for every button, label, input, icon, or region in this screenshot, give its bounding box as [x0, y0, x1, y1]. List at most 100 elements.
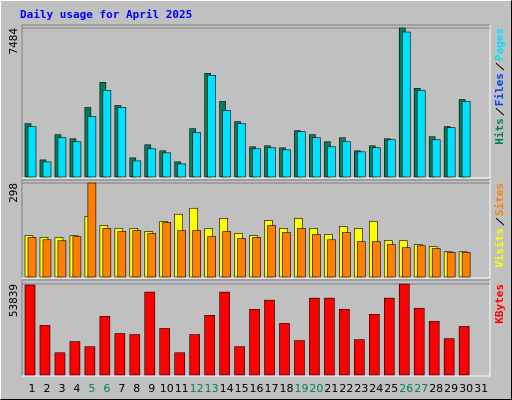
bar — [177, 230, 186, 278]
x-tick-label: 6 — [103, 382, 110, 395]
x-tick-label: 27 — [414, 382, 428, 395]
legend-separator — [495, 62, 505, 71]
x-tick-label: 30 — [459, 382, 473, 395]
bar — [237, 123, 246, 178]
x-tick-label: 19 — [294, 382, 308, 395]
bar — [69, 341, 81, 376]
bar — [267, 147, 276, 178]
bar — [162, 152, 172, 178]
bar — [386, 139, 396, 178]
bar — [162, 222, 172, 278]
legend-label: Hits — [493, 118, 506, 145]
x-tick-label: 4 — [73, 382, 80, 395]
bar — [383, 297, 395, 376]
x-tick-label: 23 — [354, 382, 368, 395]
x-tick-label: 14 — [220, 382, 234, 395]
bar — [324, 297, 335, 376]
bar — [461, 252, 471, 278]
x-tick-label: 8 — [133, 382, 140, 395]
bar — [147, 233, 157, 278]
x-tick-label: 16 — [250, 382, 264, 395]
bar — [279, 323, 290, 376]
bar — [222, 110, 231, 178]
bar — [129, 334, 141, 376]
bar — [42, 161, 52, 178]
bar — [189, 334, 200, 376]
bar — [386, 244, 396, 278]
plot-bevel — [22, 25, 491, 179]
bar — [87, 182, 97, 278]
bar — [132, 230, 142, 278]
x-tick-label: 26 — [399, 382, 413, 395]
bar — [252, 148, 261, 178]
bar — [357, 151, 366, 178]
x-tick-label: 29 — [444, 382, 458, 395]
bar — [309, 297, 320, 376]
x-tick-label: 9 — [148, 382, 155, 395]
legend-label: Files — [493, 73, 506, 106]
legend-label: Pages — [493, 28, 506, 61]
bar — [282, 149, 291, 178]
bar — [357, 241, 366, 278]
bar — [428, 321, 440, 376]
x-tick-label: 5 — [88, 382, 95, 395]
plot-bevel — [22, 180, 491, 279]
x-tick-label: 28 — [429, 382, 443, 395]
bar — [207, 236, 216, 278]
bar — [252, 237, 261, 278]
bar — [312, 234, 321, 278]
bar — [372, 147, 381, 178]
x-tick-label: 13 — [205, 382, 219, 395]
x-tick-label: 25 — [384, 382, 398, 395]
bar — [339, 308, 350, 376]
x-tick-label: 17 — [265, 382, 279, 395]
bar — [446, 127, 456, 178]
bar — [237, 238, 246, 278]
legend-separator — [495, 107, 505, 116]
x-tick-label: 3 — [58, 382, 65, 395]
bar — [297, 131, 306, 178]
bar — [431, 139, 441, 178]
bar — [132, 160, 142, 178]
x-tick-label: 2 — [43, 382, 50, 395]
plot-bevel — [21, 24, 490, 178]
bar — [431, 248, 441, 278]
x-tick-label: 7 — [118, 382, 125, 395]
bar — [234, 346, 245, 376]
bar — [147, 148, 157, 178]
x-tick-label: 1 — [29, 382, 36, 395]
bar — [398, 283, 410, 376]
bar — [99, 316, 111, 376]
bar — [174, 352, 185, 376]
bar — [54, 352, 66, 376]
plot-bevel — [21, 179, 490, 278]
bar — [102, 90, 112, 178]
bar — [342, 141, 351, 178]
bar — [401, 31, 411, 178]
bar — [117, 107, 127, 178]
bar — [369, 314, 380, 376]
bar — [282, 232, 291, 278]
bar — [461, 101, 471, 178]
bar — [219, 291, 230, 376]
bar — [192, 132, 201, 178]
x-tick-label: 21 — [324, 382, 338, 395]
bar — [401, 247, 411, 278]
bar — [294, 340, 305, 376]
x-tick-label: 15 — [235, 382, 249, 395]
bar — [72, 236, 82, 278]
x-tick-label: 24 — [369, 382, 383, 395]
bar — [57, 240, 67, 278]
bar — [144, 291, 156, 376]
bar — [192, 230, 201, 278]
y-tick-label: 298 — [7, 183, 20, 203]
bar — [102, 228, 112, 278]
bar — [27, 237, 37, 278]
bar — [249, 308, 260, 376]
legend-label: Sites — [493, 183, 506, 216]
x-tick-label: 22 — [339, 382, 353, 395]
chart-title: Daily usage for April 2025 — [20, 8, 192, 21]
